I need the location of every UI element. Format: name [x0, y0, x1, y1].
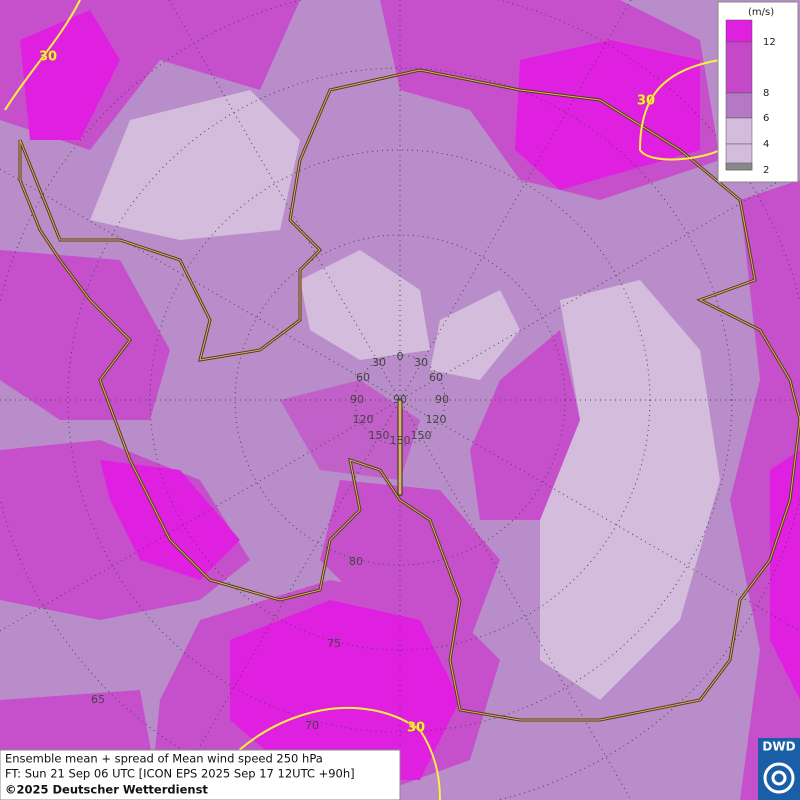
lat-label: 70 — [305, 719, 319, 732]
lon-label: 0 — [397, 350, 404, 363]
legend-unit: (m/s) — [748, 7, 774, 18]
legend-swatch — [725, 92, 753, 119]
lon-label: 90 — [393, 393, 407, 406]
footer: Ensemble mean + spread of Mean wind spee… — [0, 749, 401, 800]
contour-label: 30 — [637, 94, 655, 109]
legend-label: 12 — [763, 37, 776, 48]
ice-shelf-line — [397, 399, 403, 496]
legend-label: 8 — [763, 88, 769, 99]
lat-label: 65 — [91, 693, 105, 706]
legend-label: 6 — [763, 113, 769, 124]
lon-label: 90 — [350, 393, 364, 406]
lon-label: 90 — [435, 393, 449, 406]
footer-line: ©2025 Deutscher Wetterdienst — [5, 783, 208, 797]
lon-label: 150 — [369, 429, 390, 442]
lon-label: 30 — [372, 356, 386, 369]
lon-label: 30 — [414, 356, 428, 369]
lat-label: 75 — [327, 637, 341, 650]
legend-swatch-low — [725, 162, 753, 171]
lon-label: 60 — [356, 371, 370, 384]
lon-label: 150 — [411, 429, 432, 442]
lon-label: 180 — [390, 434, 411, 447]
logo-text: DWD — [762, 740, 795, 754]
logo: DWD — [758, 738, 800, 800]
lon-label: 60 — [429, 371, 443, 384]
footer-line: FT: Sun 21 Sep 06 UTC [ICON EPS 2025 Sep… — [5, 767, 355, 781]
contour-label: 30 — [407, 721, 425, 736]
legend-label: 2 — [763, 165, 769, 176]
footer-line: Ensemble mean + spread of Mean wind spee… — [5, 752, 323, 766]
legend-swatch — [725, 117, 753, 145]
lon-label: 120 — [426, 413, 447, 426]
contour-label: 30 — [39, 50, 57, 65]
lon-label: 120 — [353, 413, 374, 426]
lat-label: 80 — [349, 555, 363, 568]
legend-swatch — [725, 41, 753, 94]
legend-label: 4 — [763, 139, 769, 150]
legend: (m/s) 12 8 6 4 2 — [717, 1, 799, 183]
coastline-inner — [19, 69, 800, 721]
legend-swatch — [725, 19, 753, 43]
